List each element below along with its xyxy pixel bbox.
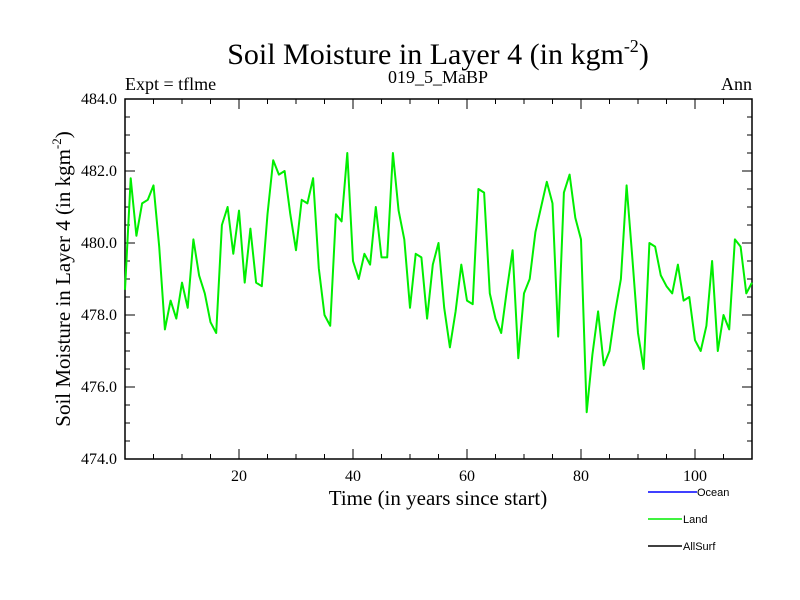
season-label: Ann	[721, 74, 752, 94]
x-axis-title: Time (in years since start)	[329, 486, 548, 510]
run-label: 019_5_MaBP	[388, 67, 488, 87]
y-tick-label: 482.0	[81, 163, 117, 180]
x-tick-label: 60	[459, 468, 475, 485]
experiment-label: Expt = tflme	[125, 74, 216, 94]
y-tick-label: 484.0	[81, 91, 117, 108]
axis-ticks	[125, 98, 752, 460]
legend-label-ocean: Ocean	[697, 487, 729, 499]
legend-label-land: Land	[683, 514, 707, 526]
x-tick-label: 40	[345, 468, 361, 485]
y-tick-label: 476.0	[81, 379, 117, 396]
y-tick-label: 480.0	[81, 235, 117, 252]
chart-title: Soil Moisture in Layer 4 (in kgm-2)	[227, 36, 649, 71]
legend: Ocean Land AllSurf	[648, 487, 729, 553]
legend-label-allsurf: AllSurf	[683, 541, 716, 553]
x-tick-label: 80	[573, 468, 589, 485]
x-tick-label: 100	[683, 468, 707, 485]
land-series-line	[124, 152, 753, 414]
y-tick-labels: 474.0 476.0 478.0 480.0 482.0 484.0	[81, 91, 117, 468]
x-tick-label: 20	[231, 468, 247, 485]
y-tick-label: 478.0	[81, 307, 117, 324]
y-axis-title: Soil Moisture in Layer 4 (in kgm-2)	[49, 131, 75, 426]
x-tick-labels: 20 40 60 80 100	[231, 468, 707, 485]
y-tick-label: 474.0	[81, 451, 117, 468]
